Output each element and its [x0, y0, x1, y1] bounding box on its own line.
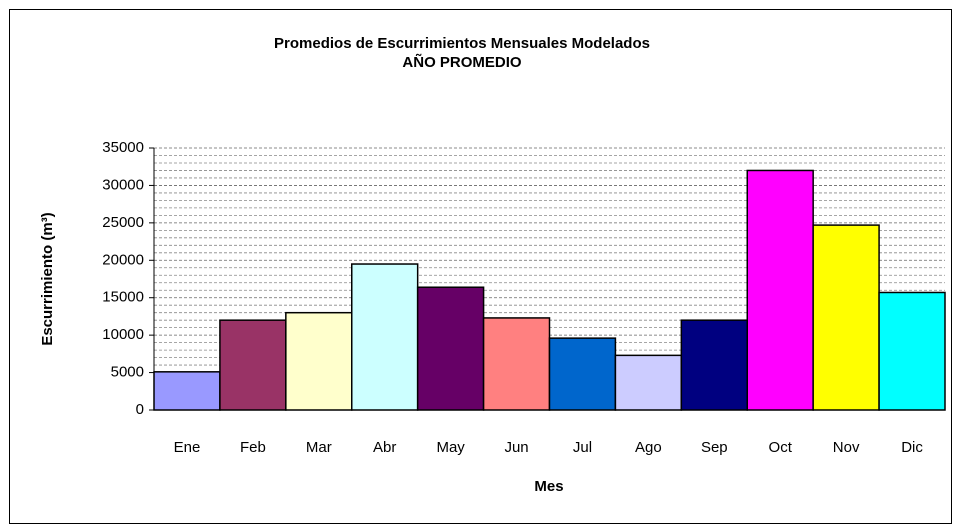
x-tick-label: Jun — [504, 439, 528, 456]
bar — [548, 337, 617, 411]
x-tick-label: Ago — [635, 439, 662, 456]
bar — [482, 317, 551, 411]
x-tick-label: May — [436, 439, 465, 456]
y-tick-label: 30000 — [102, 176, 144, 193]
x-tick-label: Oct — [769, 439, 793, 456]
bar — [746, 169, 814, 411]
x-tick-label: Ene — [174, 439, 201, 456]
y-tick-label: 10000 — [102, 326, 144, 343]
bar — [219, 319, 287, 411]
y-tick-label: 20000 — [102, 251, 144, 268]
chart-title: Promedios de Escurrimientos Mensuales Mo… — [274, 35, 650, 52]
bar — [614, 354, 683, 411]
x-tick-label: Feb — [240, 439, 266, 456]
bar — [878, 291, 946, 411]
bar — [416, 286, 485, 411]
bar — [812, 224, 880, 411]
y-axis-title: Escurrimiento (m³) — [39, 212, 56, 345]
bar — [680, 319, 748, 411]
x-axis-title: Mes — [534, 478, 563, 495]
y-tick-label: 0 — [136, 401, 144, 418]
y-tick-label: 5000 — [111, 364, 144, 381]
y-tick-label: 25000 — [102, 214, 144, 231]
x-tick-label: Nov — [833, 439, 860, 456]
y-tick-label: 35000 — [102, 139, 144, 156]
bar — [153, 371, 221, 411]
chart-subtitle: AÑO PROMEDIO — [402, 53, 522, 71]
x-tick-label: Jul — [573, 439, 592, 456]
x-tick-label: Sep — [701, 439, 728, 456]
x-tick-label: Mar — [306, 439, 332, 456]
y-tick-label: 15000 — [102, 289, 144, 306]
bar — [285, 311, 353, 411]
x-tick-label: Dic — [901, 439, 923, 456]
x-tick-label: Abr — [373, 439, 396, 456]
bar — [351, 263, 419, 411]
